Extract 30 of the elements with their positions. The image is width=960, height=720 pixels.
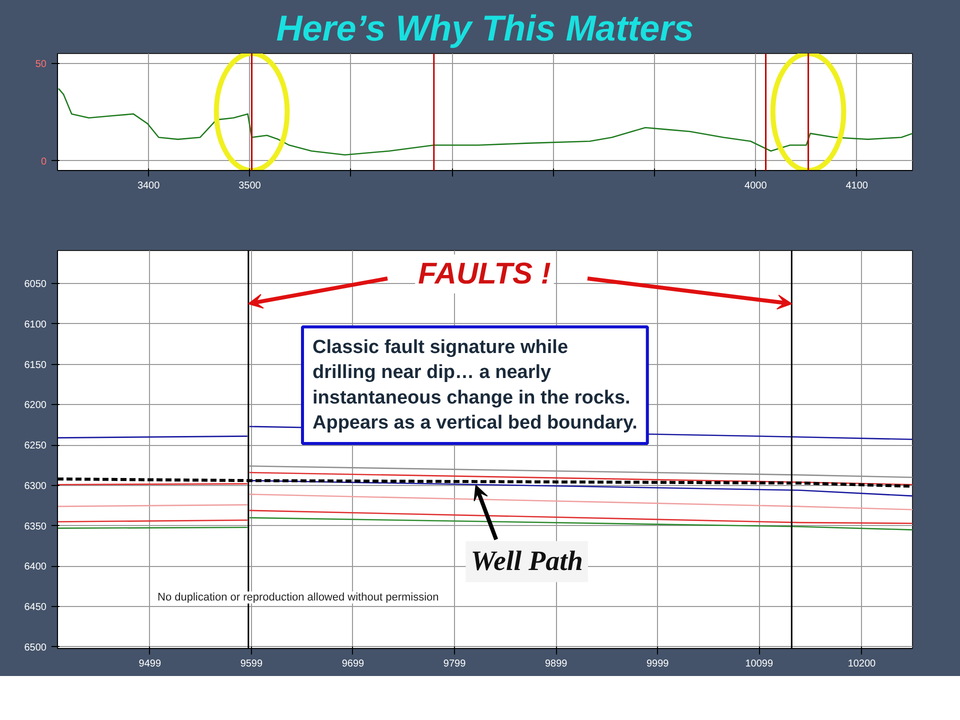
y-tick-label: 6400 [24,562,47,573]
y-tick-label: 6150 [24,360,47,371]
x-tick-label: 9899 [544,658,568,670]
y-tick-label: 6200 [24,400,47,412]
annotation: No duplication or reproduction allowed without permission [158,592,439,604]
x-tick-label: 10200 [848,658,876,670]
x-tick-label: 9799 [443,658,466,670]
y-tick-label: 6350 [24,521,47,532]
x-tick-label: 4100 [846,180,868,192]
y-tick-label: 50 [35,58,47,70]
x-tick-label: 4000 [744,180,768,192]
chart-title: Here’s Why This Matters [276,8,694,48]
y-tick-label: 6450 [24,602,47,614]
annotation: FAULTS ! [418,258,551,290]
y-tick-label: 6050 [24,279,47,290]
x-tick-label: 9999 [646,658,670,670]
x-tick-label: 10099 [745,658,774,670]
annotation: Well Path [470,546,583,578]
y-tick-label: 6300 [24,480,47,492]
x-tick-label: 9599 [240,658,264,670]
x-tick-label: 3500 [238,180,262,192]
line-series [58,88,912,156]
y-tick-label: 6500 [24,642,47,654]
x-tick-label: 9499 [138,658,162,670]
y-tick-label: 6250 [24,440,47,452]
x-tick-label: 9699 [342,658,365,670]
x-tick-label: 3400 [137,180,160,192]
annotation: Classic fault signature while drilling near dip… a nearly instantaneous change in the rocks. Appears as a vertical bed boundary. [312,336,638,434]
y-tick-label: 0 [40,156,47,168]
y-tick-label: 6100 [24,319,47,330]
